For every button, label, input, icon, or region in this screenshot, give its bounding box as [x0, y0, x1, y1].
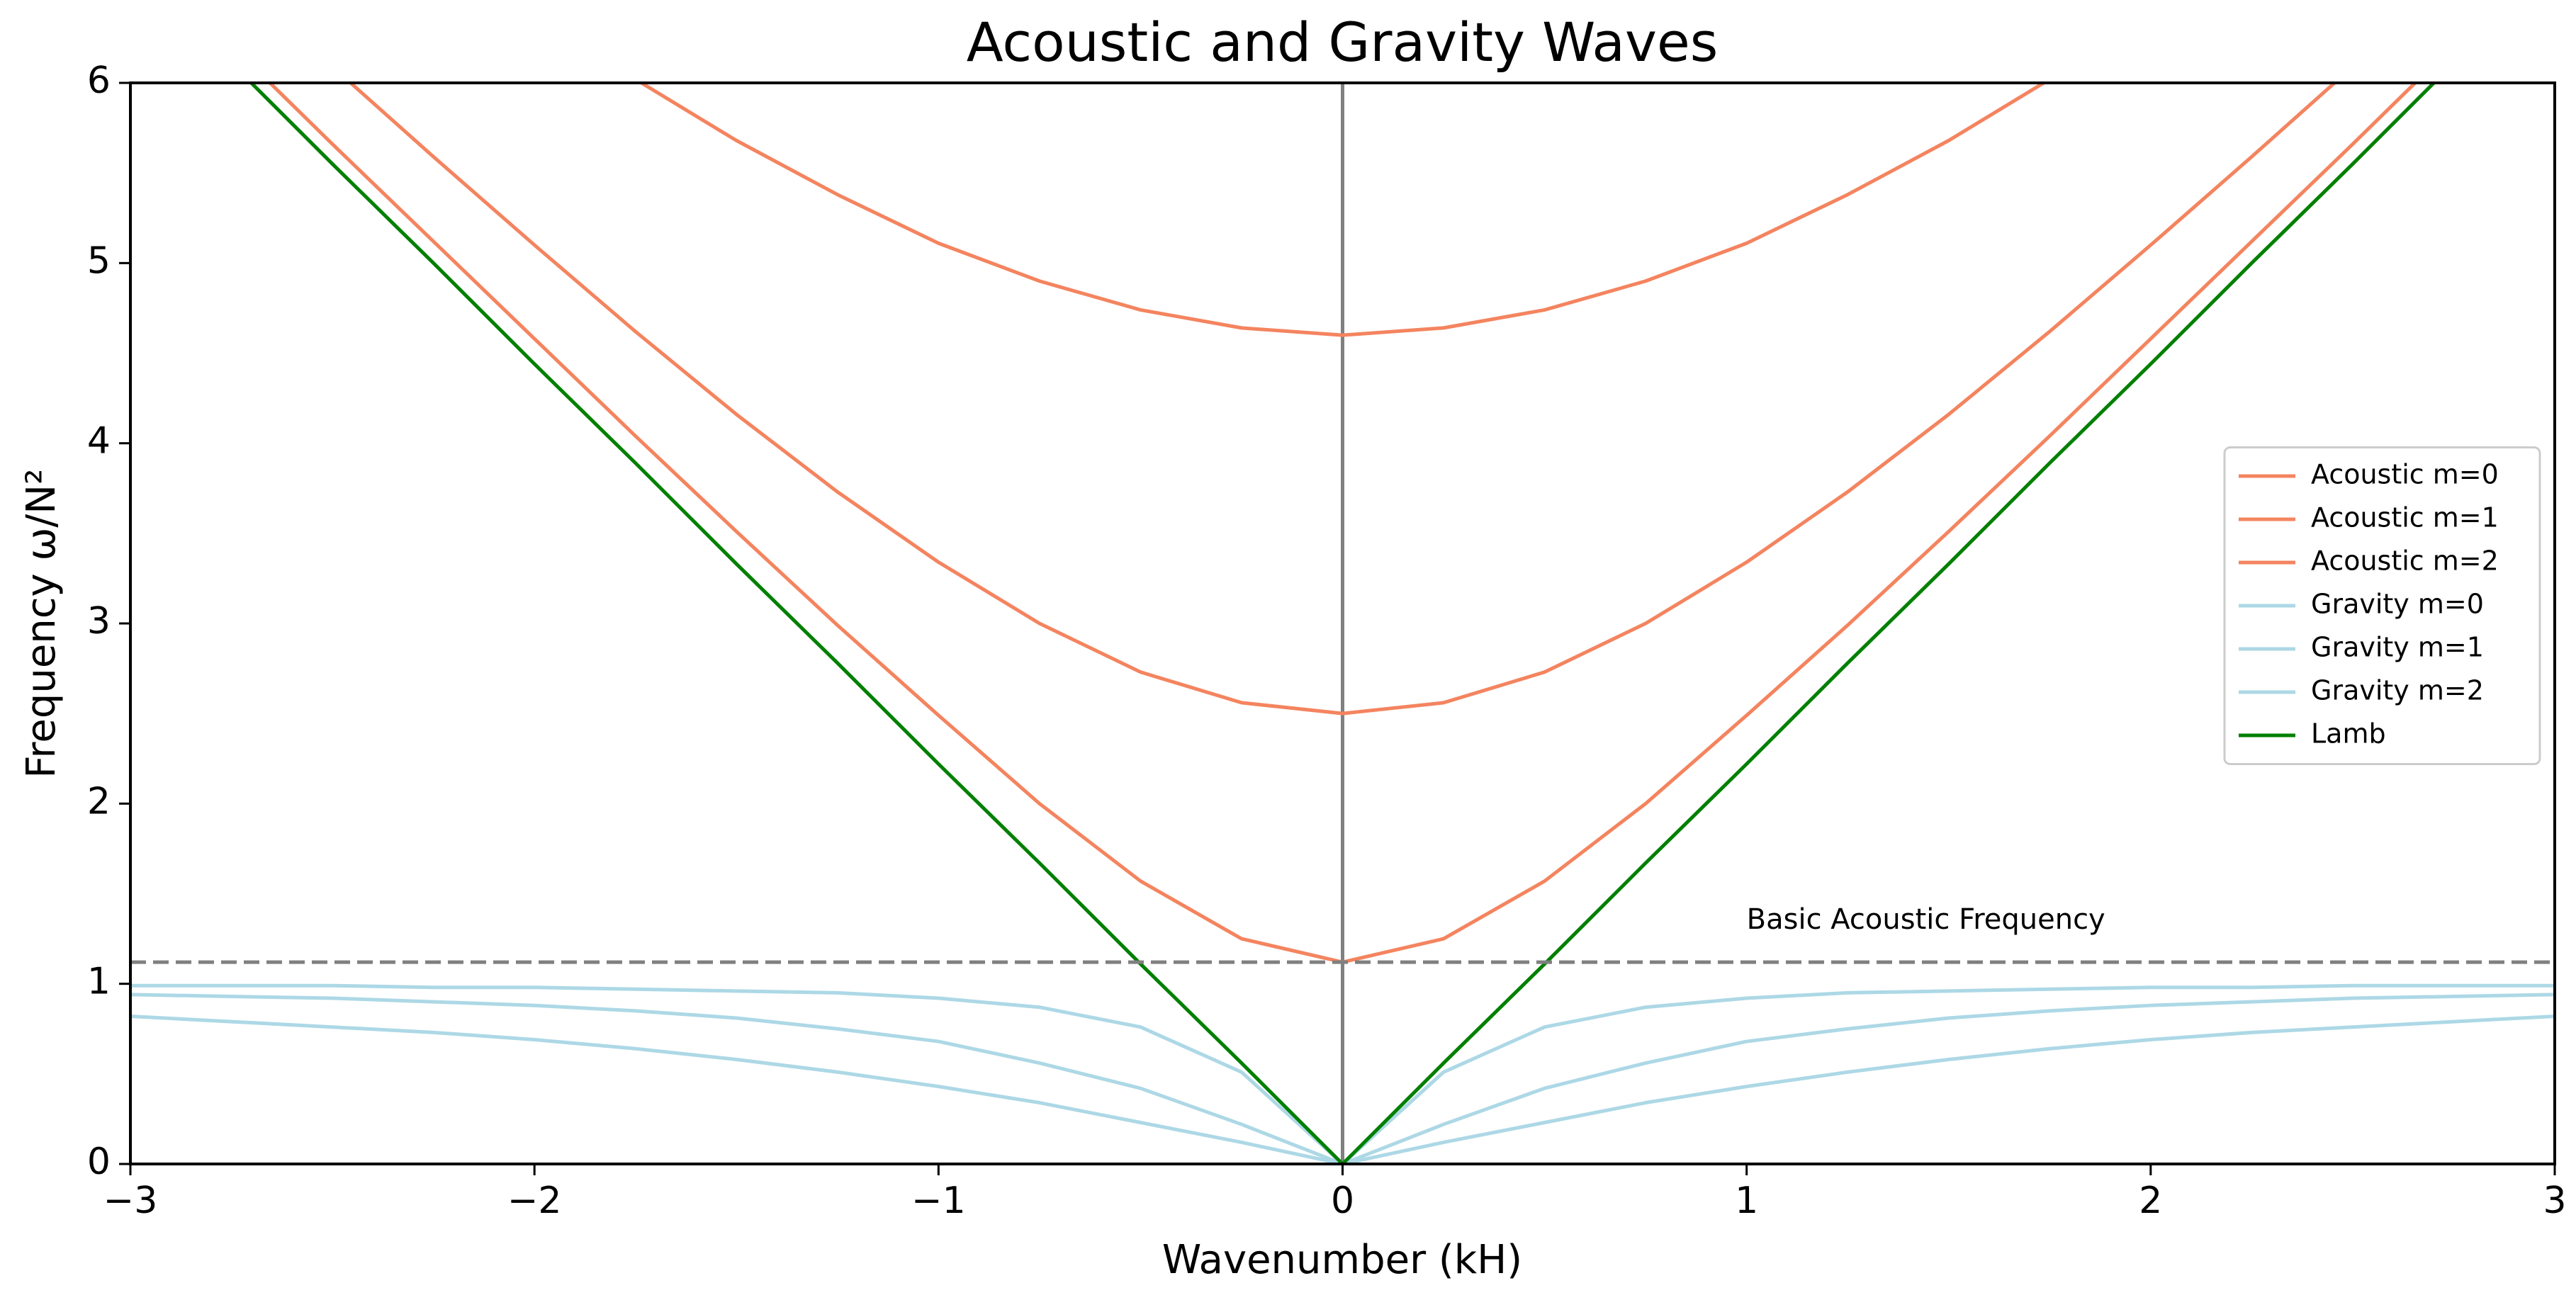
y-tick-label: 2 [87, 780, 111, 823]
legend-label: Gravity m=0 [2311, 589, 2484, 620]
legend-label: Gravity m=2 [2311, 675, 2484, 706]
x-axis-label: Wavenumber (kH) [1162, 1237, 1522, 1283]
y-tick-label: 1 [87, 961, 111, 1003]
legend-box [2223, 446, 2541, 765]
legend-label: Gravity m=1 [2311, 632, 2484, 663]
x-tick-label: −3 [103, 1180, 158, 1222]
legend-label: Acoustic m=2 [2311, 546, 2499, 577]
y-tick-label: 3 [87, 600, 111, 643]
series-line [130, 993, 2555, 1164]
legend-label: Acoustic m=1 [2311, 502, 2499, 533]
legend-label: Acoustic m=0 [2311, 459, 2499, 490]
series-line [130, 1014, 2555, 1164]
x-tick-label: 1 [1735, 1180, 1758, 1222]
y-tick-label: 0 [87, 1141, 111, 1183]
x-tick-label: 3 [2543, 1180, 2566, 1222]
plot-area [130, 83, 2555, 1164]
y-tick-label: 5 [87, 239, 111, 282]
chart-title: Acoustic and Gravity Waves [967, 11, 1719, 74]
x-tick-label: 0 [1331, 1180, 1354, 1222]
series-line [249, 83, 2436, 1164]
axes: −3 −2 −1 0 1 2 3 0 1 2 3 4 5 6 [87, 60, 2567, 1222]
x-tick-label: 2 [2139, 1180, 2162, 1222]
annotation: Basic Acoustic Frequency [1747, 903, 2105, 936]
series-line [130, 983, 2555, 1164]
y-tick-label: 6 [87, 60, 111, 102]
x-tick-label: −2 [507, 1180, 562, 1222]
legend: Acoustic m=0 Acoustic m=1 Acoustic m=2 Grav… [2223, 446, 2541, 765]
legend-label: Lamb [2311, 718, 2386, 750]
x-tick-label: −1 [911, 1180, 966, 1222]
series-line [347, 83, 2338, 716]
y-axis-label: Frequency ω/N² [18, 468, 64, 778]
y-tick-label: 4 [87, 420, 111, 463]
plot-frame [129, 81, 2556, 1165]
series-line [638, 83, 2047, 337]
